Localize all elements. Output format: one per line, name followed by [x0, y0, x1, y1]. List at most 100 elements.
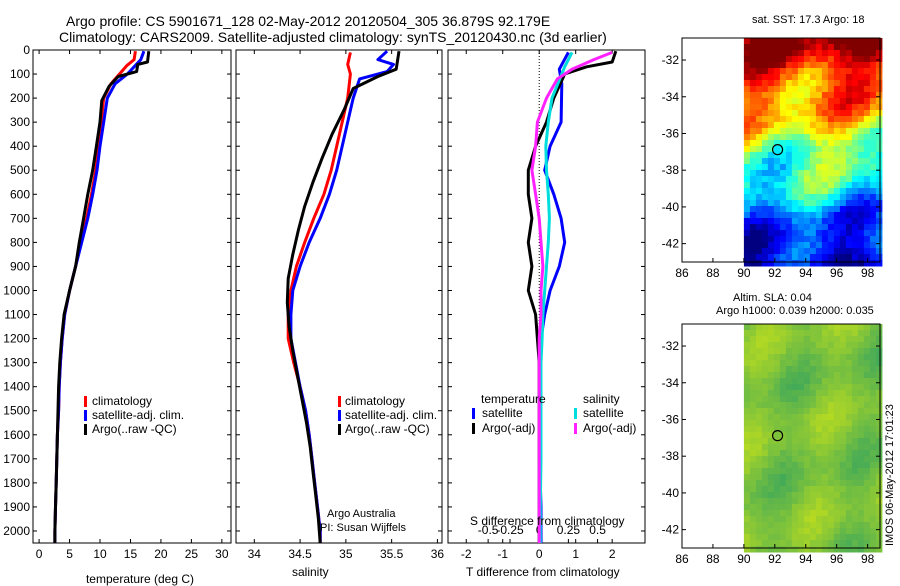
sst_map-cell: [791, 74, 799, 81]
sla_map-cell: [791, 354, 799, 361]
sst_map-cell: [827, 230, 835, 237]
sla_map-cell: [749, 546, 757, 553]
sla_map-cell: [845, 474, 853, 481]
sst_map-cell: [797, 218, 805, 225]
sst_map-cell: [761, 110, 769, 117]
sla_map-cell: [791, 522, 799, 529]
sst_map-cell: [869, 134, 877, 141]
sla_map-cell: [863, 372, 871, 379]
sla_map-cell: [857, 324, 865, 331]
sst_map-cell: [749, 98, 757, 105]
sst_map-cell: [755, 110, 763, 117]
sst_map-cell: [845, 176, 853, 183]
sla_map-cell: [869, 522, 877, 529]
temperature-legend-swatch: [84, 396, 87, 407]
sla_map-cell: [857, 348, 865, 355]
sla_map-cell: [827, 342, 835, 349]
sla_map-cell: [779, 534, 787, 541]
sst_map-cell: [869, 74, 877, 81]
sla_map-cell: [863, 366, 871, 373]
sla_map-cell: [743, 330, 751, 337]
sla_map-ytick-label: -32: [662, 339, 680, 353]
sst_map-cell: [875, 98, 883, 105]
sst_map-cell: [803, 206, 811, 213]
sst_map-cell: [869, 188, 877, 195]
sst_map-cell: [863, 158, 871, 165]
sst_map-frame: [681, 37, 881, 263]
sla_map-cell: [863, 450, 871, 457]
sst_map-cell: [875, 170, 883, 177]
sla_map-cell: [827, 414, 835, 421]
temperature-ytick-label: 2000: [3, 524, 30, 538]
sst_map-cell: [761, 116, 769, 123]
sst_map-cell: [749, 146, 757, 153]
t-difference-label: T difference from climatology: [466, 565, 620, 579]
sst_map-cell: [809, 56, 817, 63]
sst_map-xtick-label: 88: [706, 266, 720, 280]
sst_map-cell: [773, 104, 781, 111]
sst_map-cell: [875, 182, 883, 189]
sla_map-cell: [785, 504, 793, 511]
sst_map-cell: [809, 188, 817, 195]
sst_map-cell: [803, 140, 811, 147]
sst_map-cell: [833, 68, 841, 75]
sla_map-cell: [821, 342, 829, 349]
sst_map-cell: [761, 38, 769, 45]
sst_map-cell: [833, 212, 841, 219]
sst_map-cell: [827, 116, 835, 123]
sla_map-cell: [827, 522, 835, 529]
sst_map-cell: [863, 248, 871, 255]
sla_map-cell: [773, 438, 781, 445]
sst_map-cell: [761, 146, 769, 153]
sla_map-cell: [821, 474, 829, 481]
sst_map-cell: [797, 74, 805, 81]
sla_map-cell: [797, 336, 805, 343]
sla_map-cell: [785, 528, 793, 535]
sst_map-cell: [815, 242, 823, 249]
sst_map-cell: [779, 92, 787, 99]
difference-legend-swatch: [472, 423, 475, 434]
sla_map-cell: [875, 522, 883, 529]
sla_map-cell: [773, 348, 781, 355]
sla_map-cell: [857, 522, 865, 529]
sla_map-cell: [755, 438, 763, 445]
sla_map-cell: [767, 528, 775, 535]
sla_map-cell: [743, 366, 751, 373]
sla_map-cell: [869, 528, 877, 535]
sla_map-cell: [857, 540, 865, 547]
sla_map-cell: [791, 516, 799, 523]
sla_map-cell: [755, 408, 763, 415]
sst_map-cell: [803, 152, 811, 159]
sla_map-cell: [833, 366, 841, 373]
sla_map-cell: [851, 510, 859, 517]
sla_map-cell: [839, 462, 847, 469]
sst_map-cell: [839, 68, 847, 75]
sla_map-cell: [743, 324, 751, 331]
sst_map-cell: [875, 122, 883, 129]
sla_map-cell: [761, 498, 769, 505]
sst_map-cell: [785, 164, 793, 171]
sst_map-cell: [743, 230, 751, 237]
sla_map-cell: [773, 342, 781, 349]
sst_map-cell: [833, 200, 841, 207]
sst_map-cell: [827, 236, 835, 243]
sla_map-cell: [767, 450, 775, 457]
sla_map-cell: [779, 396, 787, 403]
sla_map-cell: [797, 480, 805, 487]
sst_map-cell: [821, 230, 829, 237]
sst_map-cell: [743, 92, 751, 99]
sst_map-cell: [845, 182, 853, 189]
sst_map-ytick-label: -32: [662, 53, 680, 67]
sst_map-cell: [755, 86, 763, 93]
sst_map-cell: [761, 62, 769, 69]
sst_map-cell: [809, 104, 817, 111]
sla_map-cell: [857, 378, 865, 385]
sla_map-cell: [773, 354, 781, 361]
sla_map-cell: [869, 480, 877, 487]
sst_map-cell: [809, 134, 817, 141]
sst_map-cell: [869, 44, 877, 51]
sst_map-cell: [779, 152, 787, 159]
sla_map-cell: [833, 522, 841, 529]
sst_map-cell: [767, 38, 775, 45]
sla_map-cell: [821, 426, 829, 433]
